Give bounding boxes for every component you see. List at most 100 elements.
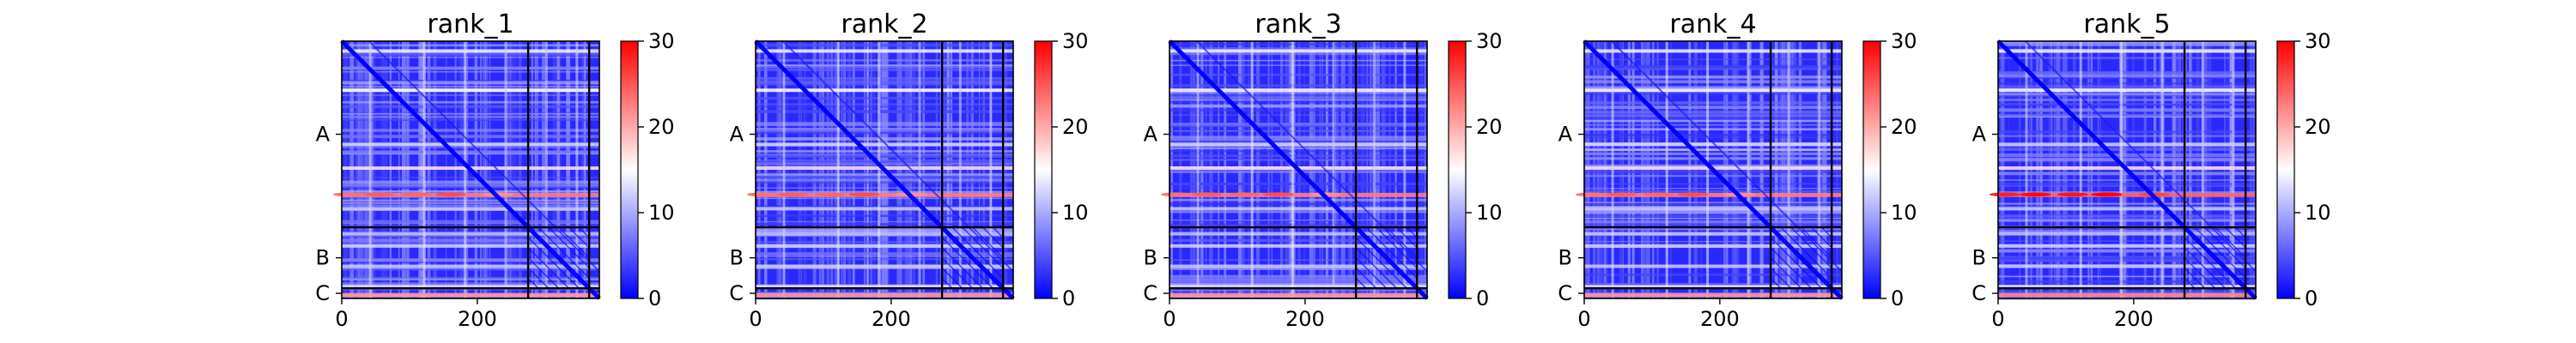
heatmap-row-band	[1170, 114, 1427, 116]
heatmap-row-band	[1170, 129, 1427, 132]
heatmap-block-hatch	[972, 226, 1004, 259]
heatmap-row-band	[342, 113, 599, 115]
heatmap-block-hatch	[1790, 226, 1832, 269]
heatmap-block-hatch	[527, 226, 590, 289]
heatmap-row-band	[1998, 250, 2256, 253]
heatmap-row-band	[1584, 80, 1842, 84]
heatmap-bright-row	[1584, 142, 1842, 147]
heatmap-block-hatch	[1406, 226, 1418, 238]
heatmap-row-band	[1584, 202, 1842, 206]
y-tick-label: C	[1143, 281, 1157, 305]
heatmap-row-band	[342, 71, 599, 73]
heatmap-block-hatch	[941, 247, 984, 289]
heatmap-block-hatch	[941, 257, 974, 289]
heatmap-row-band	[1170, 146, 1427, 149]
colorbar	[1034, 40, 1053, 299]
heatmap-chain-c-strip	[756, 292, 1013, 298]
heatmap-row-band	[1584, 273, 1842, 276]
heatmap-row-band	[1584, 115, 1842, 118]
heatmap-bright-column	[989, 41, 993, 298]
heatmap-row-band	[1584, 123, 1842, 126]
heatmap-row-band	[1170, 43, 1427, 45]
heatmap-bright-column	[1818, 41, 1821, 298]
colorbar	[1448, 40, 1467, 299]
heatmap-block-hatch	[2224, 226, 2246, 249]
colorbar-tick-label: 30	[1062, 29, 1089, 53]
heatmap-hot-spot	[363, 192, 395, 197]
heatmap-row-band	[342, 204, 599, 208]
heatmap-block-hatch	[992, 226, 1004, 238]
heatmap-row-band	[1998, 135, 2256, 137]
heatmap-row-band	[756, 227, 1013, 231]
heatmap-row-band	[756, 137, 1013, 141]
heatmap-block-hatch	[1810, 226, 1832, 249]
heatmap-row-band	[1170, 187, 1427, 189]
heatmap-bright-row	[756, 88, 1013, 93]
heatmap-hot-spot	[1575, 192, 1607, 197]
heatmap-bright-row	[342, 232, 599, 236]
heatmap-row-band	[1170, 147, 1427, 150]
heatmap-block-hatch	[951, 226, 1004, 279]
heatmap-bright-row	[342, 49, 599, 53]
heatmap-row-band	[1998, 147, 2256, 151]
heatmap-row-band	[342, 184, 599, 187]
heatmap-chain-c-strip	[1998, 292, 2256, 298]
heatmap-row-band	[1584, 157, 1842, 160]
heatmap-bright-column	[1196, 41, 1200, 298]
heatmap-block-hatch	[527, 237, 580, 289]
heatmap-row-band	[756, 165, 1013, 167]
heatmap-block-hatch	[558, 226, 590, 259]
heatmap-row-band	[342, 190, 599, 193]
colorbar	[1862, 40, 1881, 299]
colorbar-tick-label: 20	[648, 115, 675, 139]
heatmap-row-band	[756, 129, 1013, 133]
heatmap-row-band	[756, 223, 1013, 226]
heatmap-row-band	[756, 173, 1013, 177]
heatmap-block-hatch	[1770, 247, 1813, 289]
heatmap-row-band	[1584, 174, 1842, 177]
heatmap-chain-c-strip	[1170, 292, 1427, 298]
heatmap-block-hatch	[1395, 226, 1418, 249]
heatmap-row-band	[1170, 267, 1427, 270]
heatmap-block-hatch	[1355, 237, 1407, 289]
heatmap-row-band	[756, 197, 1013, 200]
heatmap-row-band	[1170, 96, 1427, 99]
heatmap-row-band	[1584, 283, 1842, 286]
heatmap-row-band	[342, 177, 599, 178]
heatmap-row-band	[342, 66, 599, 69]
heatmap-row-band	[756, 80, 1013, 84]
heatmap-block-hatch	[2184, 237, 2236, 289]
heatmap-bright-row	[1584, 49, 1842, 53]
heatmap-row-band	[1584, 113, 1842, 116]
x-tick-label: 0	[1163, 307, 1176, 331]
heatmap-row-band	[756, 64, 1013, 66]
heatmap-bright-column	[958, 41, 962, 298]
chart-title: rank_2	[841, 9, 927, 39]
heatmap-bright-row	[1998, 232, 2256, 236]
heatmap-row-band	[342, 239, 599, 244]
heatmap-block-hatch	[941, 226, 1004, 289]
heatmap-row-band	[1998, 74, 2256, 78]
x-tick-label: 0	[1991, 307, 2004, 331]
heatmap-block-hatch	[1820, 226, 1832, 238]
heatmap-row-band	[756, 131, 1013, 135]
y-tick-label: C	[729, 281, 744, 305]
heatmap-row-band	[1998, 93, 2256, 95]
heatmap-hot-spot	[1677, 192, 1709, 197]
heatmap-bright-column	[2079, 41, 2082, 298]
heatmap-bright-column	[504, 41, 507, 298]
heatmap-row-band	[1170, 124, 1427, 127]
heatmap-row-band	[342, 81, 599, 85]
heatmap-row-band	[1998, 153, 2256, 157]
heatmap-row-band	[342, 105, 599, 109]
heatmap-row-band	[1584, 75, 1842, 79]
heatmap-bright-row	[342, 142, 599, 147]
heatmap-row-band	[1584, 119, 1842, 123]
plot-frame	[1169, 40, 1428, 299]
heatmap-bright-column	[1665, 41, 1668, 298]
heatmap-hot-spot	[434, 192, 466, 197]
heatmap-hot-spot	[2057, 192, 2088, 197]
heatmap-bright-column	[1787, 41, 1790, 298]
